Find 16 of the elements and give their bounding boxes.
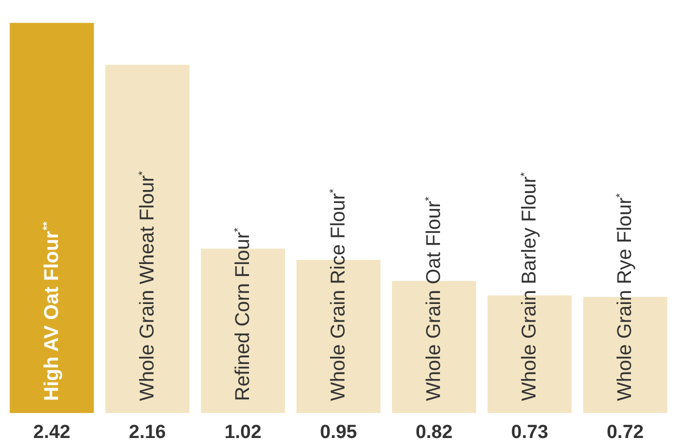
data-label: 0.72 [606,422,644,443]
bar [10,22,94,413]
x-tick-label: High AV Oat Flour** [40,220,63,401]
data-label: 2.16 [128,422,166,443]
x-tick-label: Whole Grain Oat Flour* [423,196,446,401]
x-tick-label: Whole Grain Rye Flour* [614,192,636,401]
x-tick-label: Whole Grain Wheat Flour* [136,170,158,401]
data-label: 0.95 [320,422,358,443]
data-label: 0.82 [416,422,453,443]
data-label: 2.42 [33,422,70,443]
data-label: 0.73 [511,422,548,443]
x-tick-label: Whole Grain Barley Flour* [518,171,541,401]
data-label: 1.02 [224,422,262,443]
bar [105,64,190,413]
x-tick-label: Whole Grain Rice Flour* [328,188,350,401]
x-tick-label: Refined Corn Flour* [232,227,254,401]
